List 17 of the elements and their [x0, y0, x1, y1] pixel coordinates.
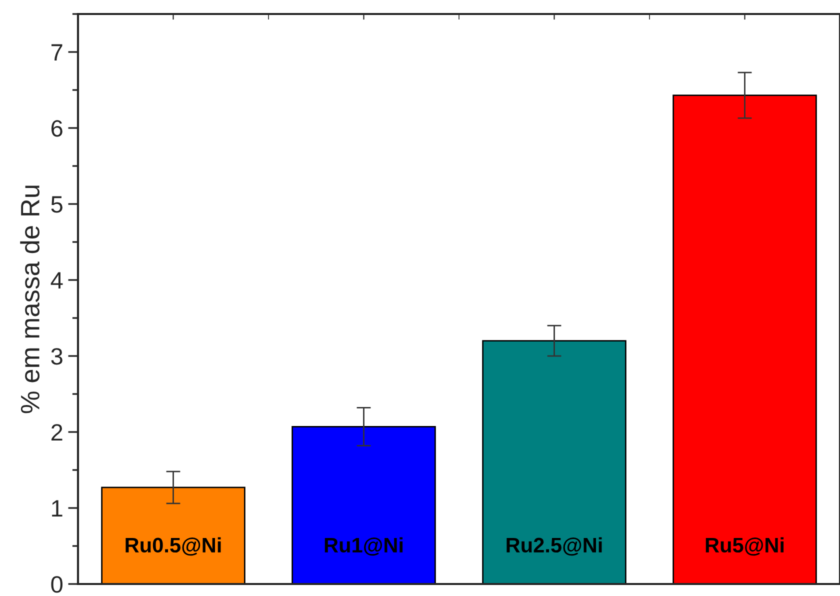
bar [482, 340, 626, 584]
y-tick-label: 5 [51, 196, 62, 213]
x-tick-label: Ru1@Ni [324, 537, 403, 556]
bar [101, 486, 246, 584]
x-tick-label: Ru2.5@Ni [506, 537, 602, 556]
y-tick-label: 3 [51, 348, 62, 365]
x-tick-label: Ru5@Ni [706, 537, 784, 556]
y-tick-label: 2 [51, 424, 62, 441]
bar [292, 426, 436, 584]
y-tick-label: 7 [51, 44, 62, 61]
bar [672, 94, 817, 584]
y-tick-label: 4 [50, 272, 63, 289]
y-tick-label: 6 [51, 120, 62, 137]
y-axis-title: % em massa de Ru [20, 186, 40, 414]
y-tick-label: 0 [51, 576, 62, 593]
x-tick-label: Ru0.5@Ni [126, 537, 221, 556]
y-tick-label: 1 [52, 500, 62, 517]
